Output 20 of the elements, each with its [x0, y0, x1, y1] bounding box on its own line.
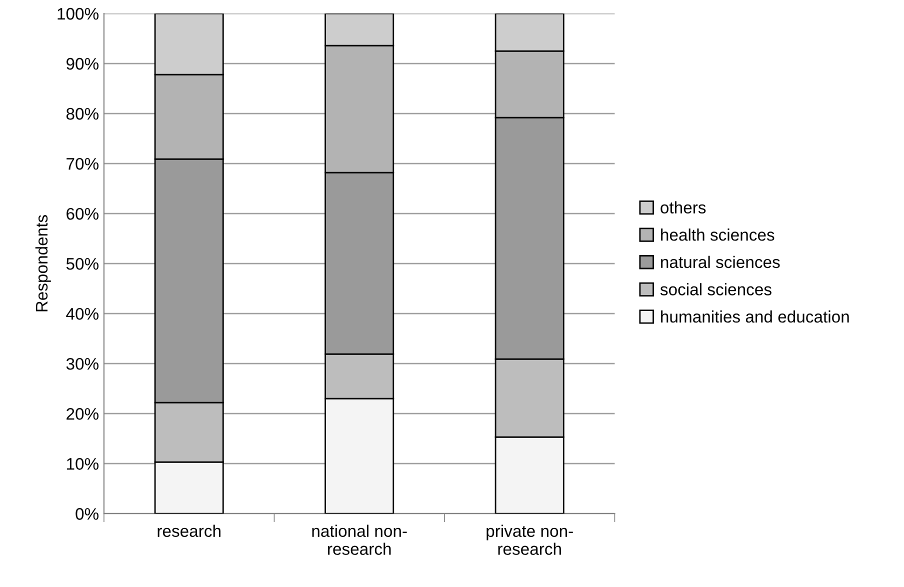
y-tick-label: 80% [66, 108, 99, 120]
legend-label: health sciences [661, 228, 774, 241]
y-tick-label: 60% [66, 208, 99, 220]
y-tick-label: 50% [66, 258, 99, 270]
x-tick-label: research [158, 524, 220, 537]
legend-label: social sciences [660, 283, 772, 296]
x-tick-label: private non- research [486, 524, 573, 555]
y-axis-title: Respondents [35, 215, 51, 312]
y-tick-label: 70% [66, 158, 99, 170]
y-tick-label: 30% [66, 358, 99, 370]
y-tick-label: 40% [66, 308, 99, 320]
y-tick-label: 100% [58, 8, 99, 20]
y-tick-label: 0% [76, 508, 99, 520]
legend-label: natural sciences [661, 256, 780, 268]
legend-label: others [660, 201, 706, 214]
y-tick-label: 10% [67, 458, 99, 470]
x-tick-label: national non- research [312, 524, 407, 555]
y-tick-label: 20% [66, 408, 99, 420]
y-tick-label: 90% [66, 58, 99, 70]
legend-label: humanities and education [661, 310, 849, 323]
